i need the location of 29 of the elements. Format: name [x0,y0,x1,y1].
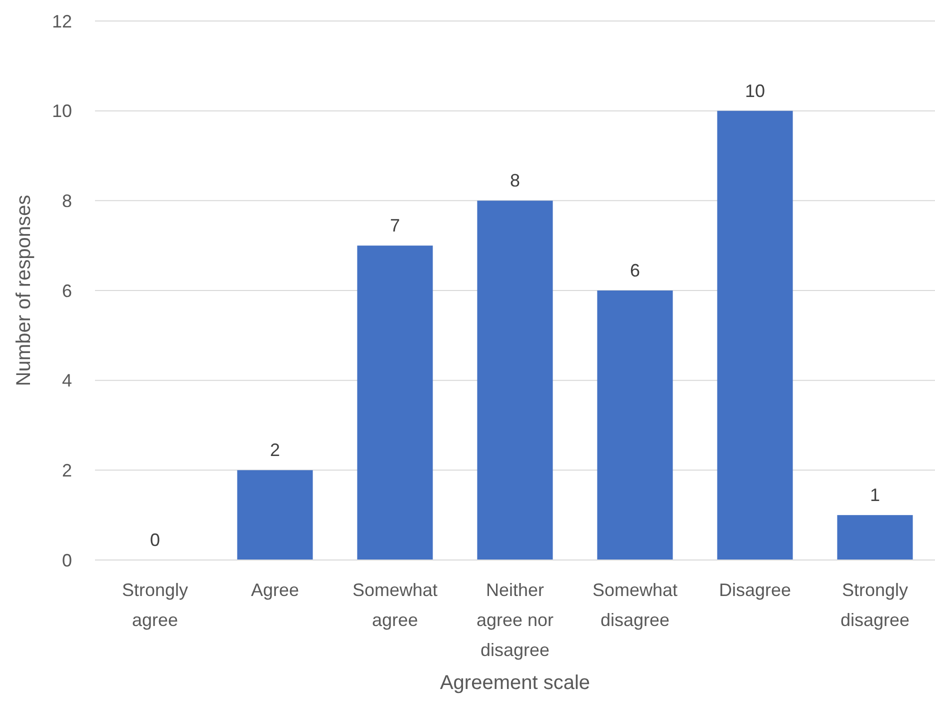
y-tick-label: 4 [62,370,72,391]
x-tick-label: Disagree [718,580,792,600]
data-label: 10 [744,80,766,101]
bar [597,290,673,560]
x-tick-label: Somewhat agree [352,580,438,630]
y-tick-label: 8 [62,190,72,211]
y-tick-label: 12 [52,11,72,32]
bar [717,110,793,560]
data-label: 8 [510,170,520,191]
bar [357,246,433,560]
x-tick-label: Somewhat disagree [592,580,678,630]
y-axis-title: Number of responses [13,194,35,386]
x-tick-label: Strongly disagree [840,580,910,630]
bar [837,515,913,560]
data-label: 0 [150,530,160,550]
data-label: 1 [870,485,880,506]
bar [237,470,313,560]
y-tick-label: 6 [62,280,72,301]
y-tick-label: 0 [62,550,72,570]
x-tick-label: Agree [250,580,300,600]
x-tick-label: Neither agree nor disagree [476,580,554,660]
data-label: 6 [630,260,640,280]
data-label: 2 [270,440,280,460]
data-label: 7 [390,216,400,236]
y-tick-label: 10 [52,101,72,122]
y-tick-label: 2 [62,460,72,480]
x-tick-label: Strongly agree [122,580,188,630]
x-axis-title: Agreement scale [440,672,590,694]
bar [477,200,553,560]
